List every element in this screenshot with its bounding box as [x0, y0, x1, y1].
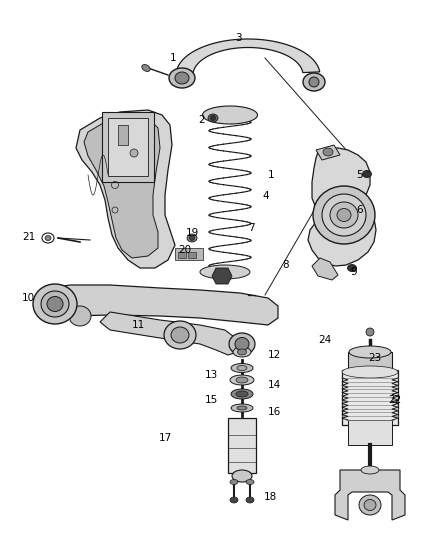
- Ellipse shape: [236, 377, 248, 383]
- Ellipse shape: [130, 149, 138, 157]
- Ellipse shape: [208, 114, 218, 122]
- Ellipse shape: [47, 296, 63, 311]
- Ellipse shape: [246, 497, 254, 503]
- Text: 22: 22: [388, 395, 401, 405]
- Text: 1: 1: [268, 170, 275, 180]
- Ellipse shape: [235, 337, 249, 351]
- Text: 19: 19: [186, 228, 199, 238]
- Ellipse shape: [200, 265, 250, 279]
- Ellipse shape: [211, 116, 215, 120]
- Ellipse shape: [337, 208, 351, 222]
- Text: 2: 2: [198, 115, 205, 125]
- Ellipse shape: [237, 366, 247, 370]
- Text: 7: 7: [248, 223, 254, 233]
- Text: 18: 18: [264, 492, 277, 502]
- Ellipse shape: [236, 391, 248, 397]
- Ellipse shape: [202, 106, 258, 124]
- Bar: [178, 252, 186, 258]
- Ellipse shape: [322, 194, 366, 236]
- Ellipse shape: [232, 470, 252, 482]
- Ellipse shape: [33, 284, 77, 324]
- Bar: [175, 248, 203, 260]
- Ellipse shape: [190, 236, 194, 240]
- Text: 21: 21: [22, 232, 35, 242]
- Text: 9: 9: [350, 267, 357, 277]
- Ellipse shape: [231, 364, 253, 373]
- Bar: [348, 352, 392, 372]
- Ellipse shape: [229, 333, 255, 355]
- Text: 15: 15: [205, 395, 218, 405]
- Ellipse shape: [41, 291, 69, 317]
- Ellipse shape: [361, 466, 379, 474]
- Text: 12: 12: [268, 350, 281, 360]
- Bar: [108, 118, 148, 176]
- Ellipse shape: [230, 375, 254, 385]
- Polygon shape: [308, 148, 376, 266]
- Ellipse shape: [323, 148, 333, 156]
- Ellipse shape: [342, 366, 398, 378]
- Ellipse shape: [237, 406, 247, 410]
- Ellipse shape: [231, 404, 253, 412]
- Text: 5: 5: [356, 170, 363, 180]
- Ellipse shape: [303, 73, 325, 91]
- Text: 11: 11: [132, 320, 145, 330]
- Text: 17: 17: [159, 433, 172, 443]
- Polygon shape: [76, 110, 175, 268]
- Bar: [228, 418, 256, 473]
- Polygon shape: [176, 39, 320, 72]
- Ellipse shape: [171, 327, 189, 343]
- Ellipse shape: [347, 264, 357, 271]
- Ellipse shape: [45, 236, 51, 240]
- Text: 10: 10: [22, 293, 35, 303]
- Text: 16: 16: [268, 407, 281, 417]
- Text: 24: 24: [318, 335, 331, 345]
- Ellipse shape: [230, 480, 238, 484]
- Text: 1: 1: [170, 53, 177, 63]
- Polygon shape: [335, 470, 405, 520]
- Text: 23: 23: [368, 353, 381, 363]
- Ellipse shape: [349, 346, 391, 358]
- Text: 14: 14: [268, 380, 281, 390]
- Text: 20: 20: [178, 245, 191, 255]
- Ellipse shape: [237, 349, 247, 355]
- Polygon shape: [100, 312, 238, 355]
- Polygon shape: [316, 145, 340, 160]
- Ellipse shape: [187, 234, 197, 242]
- Polygon shape: [312, 258, 338, 280]
- Ellipse shape: [330, 202, 358, 228]
- Polygon shape: [212, 268, 232, 284]
- Bar: [102, 112, 154, 182]
- Bar: [348, 420, 392, 445]
- Ellipse shape: [363, 171, 371, 177]
- Text: 8: 8: [282, 260, 289, 270]
- Text: 13: 13: [205, 370, 218, 380]
- Ellipse shape: [230, 497, 238, 503]
- Ellipse shape: [313, 186, 375, 244]
- Polygon shape: [84, 115, 160, 258]
- Bar: [342, 370, 398, 425]
- Ellipse shape: [142, 64, 150, 71]
- Ellipse shape: [246, 480, 254, 484]
- Bar: [118, 125, 128, 145]
- Ellipse shape: [359, 495, 381, 515]
- Bar: [188, 252, 196, 258]
- Ellipse shape: [164, 321, 196, 349]
- Text: 4: 4: [262, 191, 268, 201]
- Ellipse shape: [364, 499, 376, 511]
- Text: 3: 3: [235, 33, 242, 43]
- Ellipse shape: [231, 389, 253, 399]
- Ellipse shape: [366, 328, 374, 336]
- Text: 6: 6: [356, 205, 363, 215]
- Ellipse shape: [309, 77, 319, 87]
- Polygon shape: [42, 285, 278, 325]
- Ellipse shape: [69, 306, 91, 326]
- Ellipse shape: [169, 68, 195, 88]
- Ellipse shape: [175, 72, 189, 84]
- Ellipse shape: [233, 347, 251, 357]
